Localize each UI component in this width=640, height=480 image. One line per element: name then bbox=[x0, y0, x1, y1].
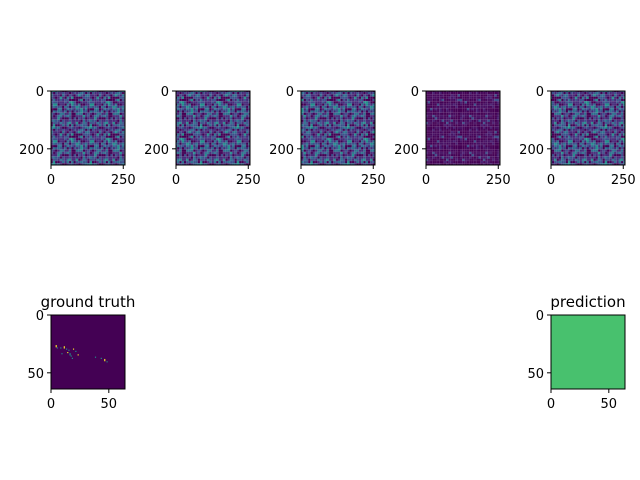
mask-pixel bbox=[77, 354, 79, 356]
y-tick-label: 0 bbox=[36, 309, 44, 324]
panel-title: prediction bbox=[550, 293, 625, 311]
x-tick-label: 0 bbox=[47, 397, 55, 412]
heatmap-image bbox=[51, 91, 125, 165]
mask-pixel bbox=[104, 358, 106, 362]
y-tick-label: 50 bbox=[527, 367, 544, 382]
x-tick-label: 250 bbox=[111, 173, 136, 188]
y-tick-label: 200 bbox=[394, 143, 419, 158]
x-tick-label: 0 bbox=[422, 173, 430, 188]
mask-pixel bbox=[60, 347, 62, 349]
y-tick-label: 0 bbox=[36, 85, 44, 100]
x-tick-label: 50 bbox=[101, 397, 118, 412]
mask-pixel bbox=[63, 346, 65, 349]
x-tick-label: 0 bbox=[547, 397, 555, 412]
mask-pixel bbox=[94, 356, 97, 358]
mask-pixel bbox=[67, 352, 69, 354]
axes-frame bbox=[50, 90, 126, 166]
mask-pixel bbox=[71, 357, 73, 359]
y-tick-label: 50 bbox=[27, 367, 44, 382]
y-tick-label: 200 bbox=[519, 143, 544, 158]
x-tick-label: 50 bbox=[601, 397, 618, 412]
x-tick-label: 250 bbox=[611, 173, 636, 188]
x-tick-label: 250 bbox=[486, 173, 511, 188]
x-tick-label: 0 bbox=[547, 173, 555, 188]
heatmap-image bbox=[551, 315, 625, 389]
mask-pixel bbox=[61, 353, 63, 355]
y-tick-label: 0 bbox=[161, 85, 169, 100]
mask-pixel bbox=[55, 345, 57, 348]
y-tick-label: 0 bbox=[536, 309, 544, 324]
mask-pixel bbox=[70, 355, 72, 357]
axes-frame bbox=[550, 314, 626, 390]
heatmap-image bbox=[426, 91, 500, 165]
x-tick-label: 0 bbox=[172, 173, 180, 188]
mask-pixel bbox=[75, 350, 77, 352]
x-tick-label: 250 bbox=[236, 173, 261, 188]
x-tick-label: 250 bbox=[361, 173, 386, 188]
mask-pixel bbox=[66, 348, 68, 350]
mask-pixel bbox=[56, 347, 58, 349]
axes-frame bbox=[175, 90, 251, 166]
heatmap-image bbox=[301, 91, 375, 165]
y-tick-label: 200 bbox=[144, 143, 169, 158]
axes-frame bbox=[300, 90, 376, 166]
x-tick-label: 0 bbox=[47, 173, 55, 188]
mask-pixel bbox=[68, 349, 70, 351]
axes-frame bbox=[550, 90, 626, 166]
y-tick-label: 0 bbox=[411, 85, 419, 100]
mask-pixel bbox=[69, 353, 71, 356]
y-tick-label: 0 bbox=[536, 85, 544, 100]
axes-frame bbox=[50, 314, 126, 390]
heatmap-image bbox=[551, 91, 625, 165]
heatmap-image bbox=[176, 91, 250, 165]
mask-pixel bbox=[106, 361, 108, 363]
y-tick-label: 200 bbox=[19, 143, 44, 158]
panel-title: ground truth bbox=[41, 293, 136, 311]
axes-frame bbox=[425, 90, 501, 166]
mask-pixel bbox=[72, 348, 75, 350]
heatmap-image bbox=[51, 315, 125, 389]
mask-pixel bbox=[100, 357, 102, 359]
x-tick-label: 0 bbox=[297, 173, 305, 188]
y-tick-label: 200 bbox=[269, 143, 294, 158]
y-tick-label: 0 bbox=[286, 85, 294, 100]
